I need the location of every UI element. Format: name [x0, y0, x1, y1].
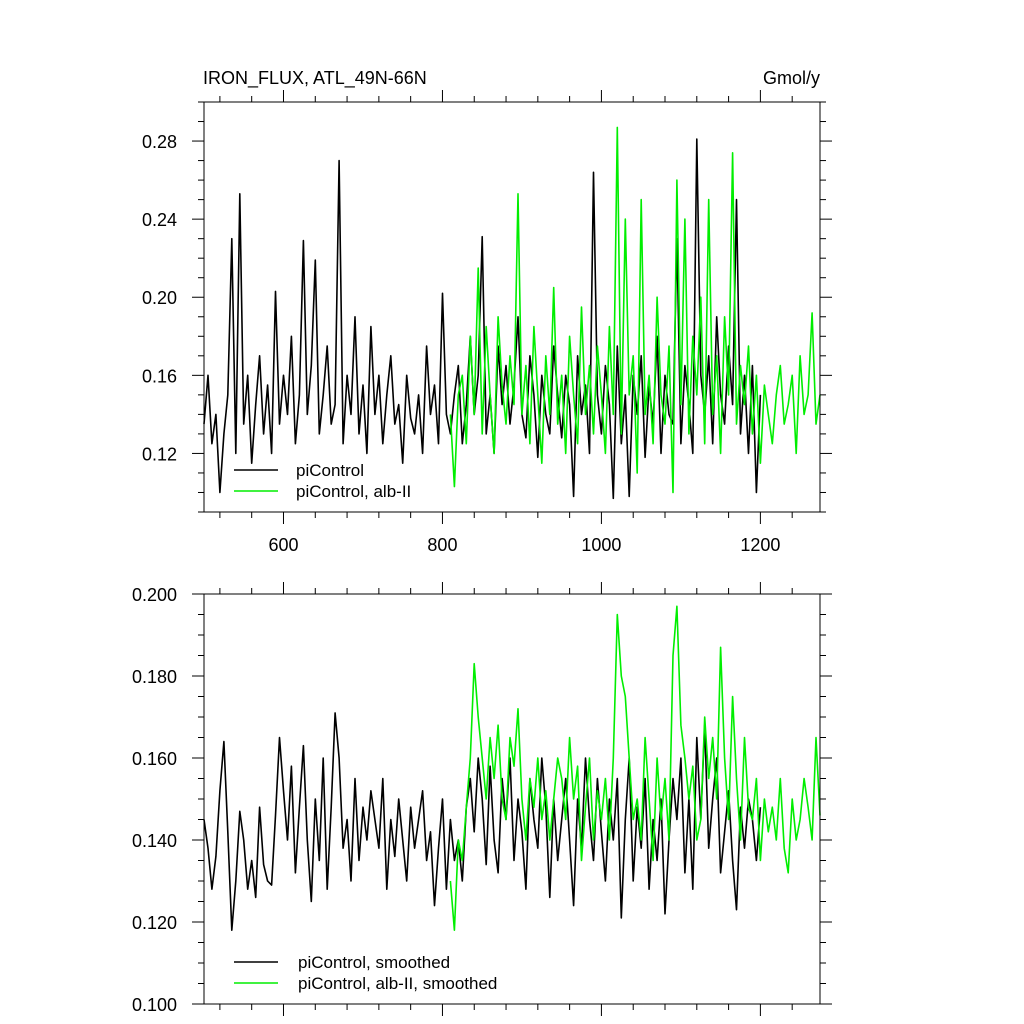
- top-y-tick-label: 0.24: [142, 210, 177, 230]
- top-panel-title: IRON_FLUX, ATL_49N-66N: [203, 68, 427, 89]
- top-panel: IRON_FLUX, ATL_49N-66N Gmol/y 600 800 1000…: [142, 68, 832, 555]
- bottom-y-tick-label: 0.160: [132, 749, 177, 769]
- top-y-tick-label: 0.20: [142, 288, 177, 308]
- bottom-panel: 0.100 0.120 0.140 0.160 0.180 0.200 piControl…: [132, 582, 832, 1016]
- bottom-y-tick-label: 0.200: [132, 585, 177, 605]
- bottom-legend: piControl, smoothed piControl, alb-II, s…: [234, 953, 497, 993]
- top-y-tick-label: 0.12: [142, 444, 177, 464]
- top-axis-ticks: 600 800 1000 1200 0.12 0.16 0.20 0.24 0.28: [142, 90, 832, 555]
- bottom-legend-label-alb-ii-smoothed: piControl, alb-II, smoothed: [298, 974, 497, 993]
- top-x-tick-label: 1000: [581, 535, 621, 555]
- bottom-axis-ticks: 0.100 0.120 0.140 0.160 0.180 0.200: [132, 582, 832, 1016]
- top-series-layer: [203, 126, 821, 500]
- top-legend: piControl piControl, alb-II: [234, 461, 411, 501]
- top-x-tick-label: 1200: [740, 535, 780, 555]
- top-series-line-0: [203, 138, 762, 500]
- bottom-y-tick-label: 0.120: [132, 913, 177, 933]
- top-x-tick-label: 600: [268, 535, 298, 555]
- bottom-series-line-1: [449, 605, 821, 932]
- top-legend-label-alb-ii: piControl, alb-II: [296, 482, 411, 501]
- bottom-plot-frame: [203, 593, 821, 1005]
- bottom-y-tick-label: 0.180: [132, 667, 177, 687]
- bottom-y-tick-label: 0.100: [132, 995, 177, 1015]
- top-panel-unit: Gmol/y: [763, 68, 820, 88]
- top-legend-label-picontrol: piControl: [296, 461, 364, 480]
- top-series-line-1: [449, 126, 821, 494]
- top-x-tick-label: 800: [427, 535, 457, 555]
- top-plot-frame: [203, 101, 821, 513]
- bottom-series-layer: [203, 605, 821, 932]
- top-y-tick-label: 0.28: [142, 132, 177, 152]
- bottom-y-tick-label: 0.140: [132, 831, 177, 851]
- bottom-legend-label-smoothed: piControl, smoothed: [298, 953, 450, 972]
- bottom-series-line-0: [203, 712, 762, 932]
- top-y-tick-label: 0.16: [142, 366, 177, 386]
